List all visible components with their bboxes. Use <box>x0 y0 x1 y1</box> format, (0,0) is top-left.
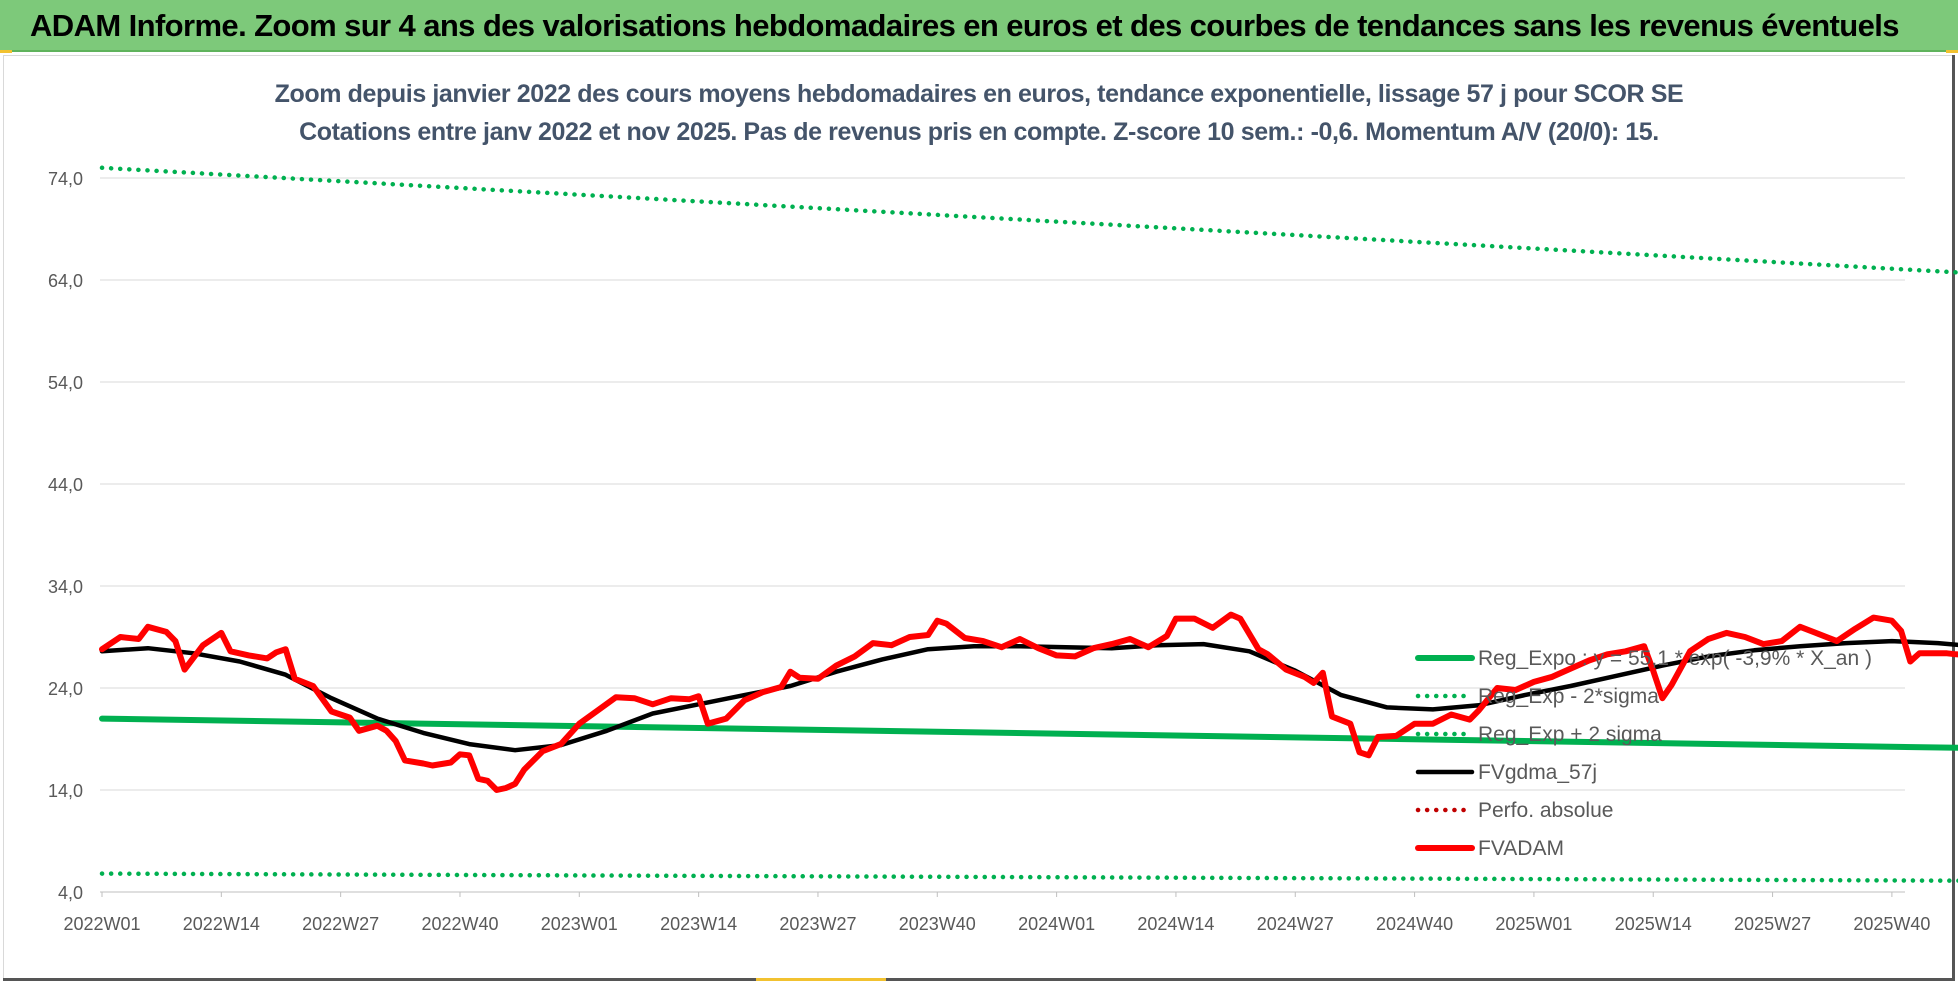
series-line-1 <box>99 871 1958 883</box>
x-tick-label: 2025W14 <box>1615 914 1692 934</box>
banner-accent-left <box>0 50 12 53</box>
x-tick-label: 2022W01 <box>63 914 140 934</box>
y-tick-label: 4,0 <box>58 883 83 903</box>
series-line-0 <box>99 715 1958 751</box>
report-banner: ADAM Informe. Zoom sur 4 ans des valoris… <box>0 0 1958 52</box>
y-tick-label: 24,0 <box>48 679 83 699</box>
y-tick-label: 14,0 <box>48 781 83 801</box>
x-tick-label: 2025W27 <box>1734 914 1811 934</box>
x-tick-label: 2023W01 <box>541 914 618 934</box>
legend-label-0: Reg_Expo : y = 55,1 * exp( -3,9% * X_an … <box>1478 647 1872 670</box>
x-tick-label: 2022W27 <box>302 914 379 934</box>
y-tick-label: 44,0 <box>48 475 83 495</box>
legend-label-4: Perfo. absolue <box>1478 799 1613 822</box>
x-tick-label: 2025W01 <box>1495 914 1572 934</box>
legend-label-2: Reg_Exp + 2 sigma <box>1478 723 1662 746</box>
chart-frame-shadow-bottom <box>3 978 1955 981</box>
report-title: ADAM Informe. Zoom sur 4 ans des valoris… <box>30 8 1900 43</box>
legend-label-3: FVgdma_57j <box>1478 761 1597 784</box>
frame-bottom-accent <box>756 978 886 981</box>
x-tick-label: 2022W40 <box>421 914 498 934</box>
x-tick-label: 2024W01 <box>1018 914 1095 934</box>
series-line-5 <box>99 611 1958 793</box>
series-line-2 <box>99 165 1958 275</box>
y-tick-label: 64,0 <box>48 271 83 291</box>
x-tick-label: 2022W14 <box>183 914 260 934</box>
y-tick-label: 74,0 <box>48 169 83 189</box>
chart-title: Zoom depuis janvier 2022 des cours moyen… <box>274 80 1684 108</box>
x-tick-label: 2023W14 <box>660 914 737 934</box>
x-tick-label: 2024W14 <box>1137 914 1214 934</box>
banner-accent-right <box>1946 50 1958 53</box>
x-tick-label: 2023W40 <box>899 914 976 934</box>
x-tick-label: 2025W40 <box>1853 914 1930 934</box>
x-tick-label: 2024W40 <box>1376 914 1453 934</box>
y-tick-label: 54,0 <box>48 373 83 393</box>
y-tick-label: 34,0 <box>48 577 83 597</box>
chart-frame-shadow-right <box>1952 55 1955 980</box>
legend-label-1: Reg_Exp - 2*sigma <box>1478 685 1659 708</box>
legend-label-5: FVADAM <box>1478 837 1564 860</box>
chart-subtitle: Cotations entre janv 2022 et nov 2025. P… <box>299 118 1659 146</box>
x-tick-label: 2024W27 <box>1257 914 1334 934</box>
series-line-3 <box>99 638 1958 753</box>
x-tick-label: 2023W27 <box>779 914 856 934</box>
